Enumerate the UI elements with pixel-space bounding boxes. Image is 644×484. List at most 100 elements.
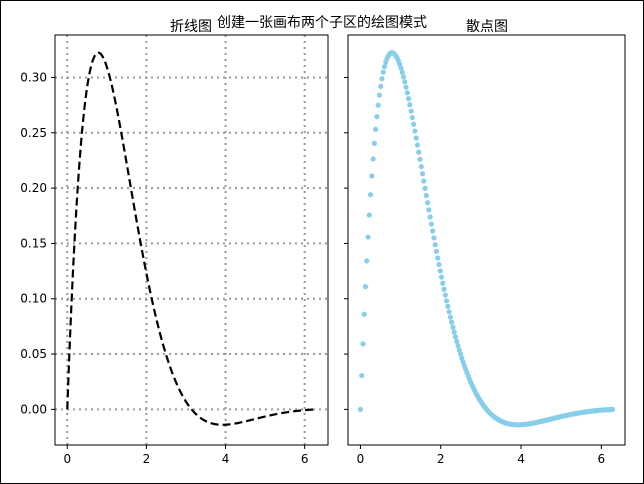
- scatter-point: [405, 96, 412, 102]
- scatter-point: [376, 92, 383, 98]
- scatter-point: [435, 255, 441, 261]
- scatter-point: [424, 200, 431, 206]
- x-tick-label: 0: [63, 452, 71, 466]
- line-chart-panel: 0 2 4 6 0.00 0.05 0.10 0.15 0.20 0.25 0.30 折线图: [20, 19, 329, 466]
- x-tick-label: 2: [143, 452, 151, 466]
- scatter-point: [426, 207, 432, 213]
- x-tick-label: 4: [517, 452, 525, 466]
- scatter-point: [455, 343, 461, 349]
- y-tick-label: 0.15: [20, 236, 47, 250]
- scatter-point: [450, 324, 456, 330]
- scatter-point: [413, 135, 419, 141]
- scatter-point: [378, 83, 384, 89]
- scatter-point: [411, 121, 417, 127]
- scatter-point: [370, 156, 376, 162]
- scatter-point: [364, 258, 370, 264]
- scatter-point: [423, 192, 429, 199]
- scatter-point: [427, 214, 433, 220]
- scatter-point: [451, 329, 457, 335]
- x-axis-ticks: 0 2 4 6: [63, 445, 308, 466]
- grid-lines: [55, 35, 328, 445]
- scatter-point: [452, 334, 459, 340]
- scatter-point: [402, 79, 408, 85]
- line-chart-title: 折线图: [170, 19, 212, 35]
- scatter-series: [357, 50, 616, 428]
- scatter-point: [416, 149, 422, 155]
- scatter-point: [419, 171, 426, 177]
- scatter-point: [399, 69, 405, 75]
- scatter-point: [436, 261, 442, 268]
- scatter-point: [362, 284, 369, 290]
- scatter-point: [414, 142, 421, 148]
- x-tick-label: 2: [437, 452, 445, 466]
- scatter-point: [447, 314, 453, 320]
- scatter-point: [432, 242, 438, 248]
- scatter-point: [449, 319, 455, 325]
- scatter-point: [443, 298, 450, 304]
- scatter-point: [454, 338, 460, 344]
- scatter-chart-title: 散点图: [466, 19, 508, 35]
- scatter-point: [422, 185, 428, 191]
- scatter-point: [403, 84, 409, 90]
- scatter-chart-frame: [347, 34, 626, 446]
- scatter-point: [438, 274, 445, 280]
- scatter-point: [609, 406, 616, 412]
- scatter-point: [369, 173, 375, 179]
- scatter-point: [407, 102, 413, 108]
- scatter-point: [430, 228, 436, 234]
- scatter-chart-panel: 0 2 4 6 散点图: [344, 19, 626, 466]
- scatter-point: [361, 311, 367, 317]
- line-series: [66, 51, 316, 426]
- x-tick-label: 4: [222, 452, 230, 466]
- scatter-point: [412, 128, 418, 134]
- scatter-point: [404, 90, 410, 96]
- y-axis-ticks: 0.00 0.05 0.10 0.15 0.20 0.25 0.30: [20, 70, 55, 416]
- scatter-point: [359, 372, 365, 379]
- scatter-point: [379, 76, 385, 82]
- scatter-point: [375, 102, 381, 108]
- scatter-point: [417, 156, 423, 162]
- scatter-point: [400, 74, 407, 80]
- scatter-point: [445, 303, 451, 309]
- y-tick-label: 0.30: [20, 70, 47, 84]
- x-tick-label: 6: [597, 452, 605, 466]
- x-tick-label: 6: [301, 452, 309, 466]
- scatter-point: [360, 341, 366, 347]
- scatter-point: [374, 114, 380, 120]
- line-chart-frame: [54, 34, 329, 446]
- scatter-point: [380, 69, 386, 75]
- scatter-point: [433, 248, 440, 255]
- scatter-point: [440, 280, 446, 286]
- scatter-point: [421, 178, 427, 184]
- scatter-point: [365, 234, 371, 240]
- scatter-point: [441, 286, 447, 292]
- scatter-point: [457, 351, 464, 357]
- y-tick-label: 0.05: [20, 347, 47, 361]
- scatter-point: [357, 406, 364, 412]
- scatter-point: [367, 192, 374, 198]
- y-tick-label: 0.25: [20, 126, 47, 140]
- x-tick-label: 0: [357, 452, 365, 466]
- scatter-point: [409, 114, 415, 121]
- scatter-point: [437, 268, 443, 274]
- scatter-point: [456, 347, 462, 353]
- scatter-point: [442, 292, 448, 298]
- y-tick-label: 0.00: [20, 402, 47, 416]
- y-tick-label: 0.10: [20, 292, 47, 306]
- figure-suptitle: 创建一张画布两个子区的绘图模式: [217, 15, 427, 31]
- scatter-point: [428, 221, 434, 227]
- scatter-point: [373, 126, 379, 132]
- scatter-point: [381, 64, 388, 70]
- scatter-point: [398, 65, 404, 71]
- scatter-point: [446, 309, 452, 315]
- scatter-point: [408, 108, 414, 114]
- scatter-point: [371, 140, 377, 146]
- y-tick-label: 0.20: [20, 181, 47, 195]
- scatter-point: [366, 212, 372, 218]
- scatter-point: [418, 163, 424, 170]
- x-axis-ticks: 0 2 4 6: [357, 445, 605, 466]
- y-axis-ticks-unlabeled: [344, 76, 348, 410]
- scatter-point: [431, 235, 437, 241]
